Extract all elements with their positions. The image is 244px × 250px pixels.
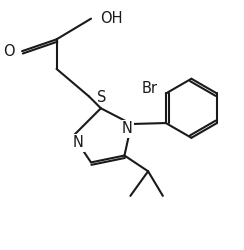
Text: OH: OH — [100, 11, 122, 26]
Text: Br: Br — [142, 81, 158, 96]
Text: N: N — [122, 122, 133, 136]
Text: O: O — [4, 44, 15, 59]
Text: S: S — [97, 90, 106, 105]
Text: N: N — [73, 135, 84, 150]
